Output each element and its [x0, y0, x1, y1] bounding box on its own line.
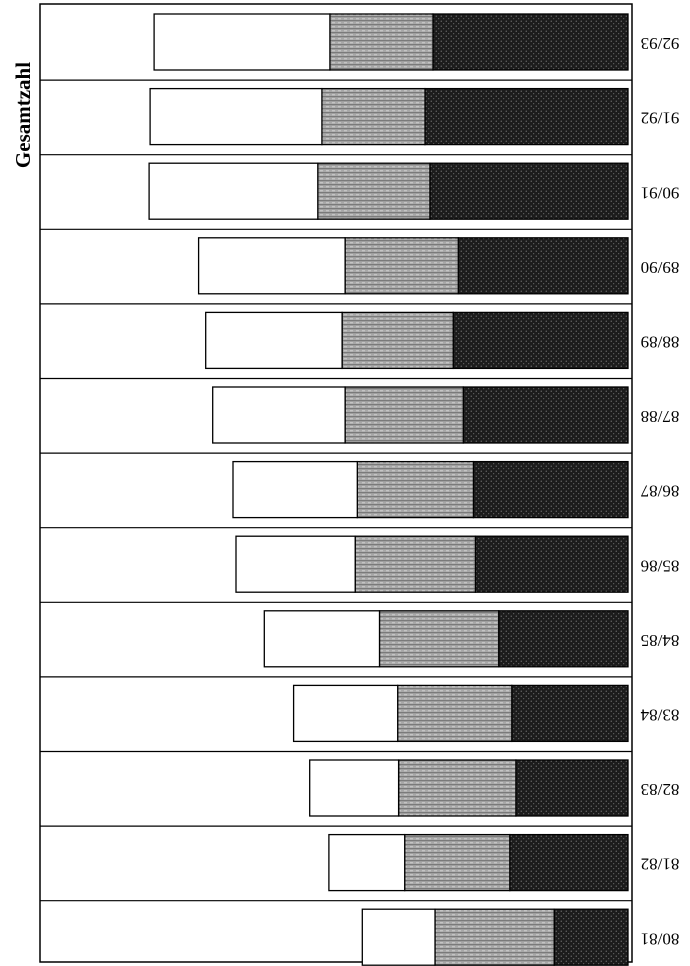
- bar-segment-striped: [354, 535, 477, 593]
- bar-segment-striped: [344, 386, 464, 444]
- bar-segment-striped: [329, 13, 434, 71]
- category-label: 80/81: [641, 929, 680, 948]
- category-label: 82/83: [641, 780, 680, 799]
- category-label: 81/82: [641, 855, 680, 874]
- bar-segment-striped: [434, 908, 555, 966]
- bar-segment-dotted: [462, 386, 629, 444]
- bar-segment-white: [232, 460, 358, 519]
- bar-segment-white: [263, 610, 381, 668]
- bar-segment-dotted: [472, 460, 629, 519]
- bar-segment-dotted: [424, 87, 629, 146]
- category-label: 86/87: [640, 482, 679, 501]
- bar-segment-striped: [341, 311, 454, 370]
- category-label: 89/90: [641, 258, 680, 277]
- bar-segment-white: [197, 237, 346, 295]
- bar-segment-white: [328, 833, 406, 892]
- category-label: 92/93: [641, 34, 680, 53]
- bar-segment-dotted: [515, 759, 629, 817]
- category-label: 88/89: [641, 332, 680, 351]
- bar-segment-dotted: [553, 908, 629, 966]
- bar-segment-striped: [321, 87, 426, 146]
- bar-segment-dotted: [474, 535, 629, 593]
- bar-segment-dotted: [429, 162, 629, 220]
- bar-segment-dotted: [509, 833, 629, 892]
- bar-segment-white: [292, 684, 399, 743]
- bar-segment-dotted: [511, 684, 629, 743]
- bar-segment-dotted: [452, 311, 629, 370]
- bar-segment-striped: [317, 162, 431, 220]
- bar-segment-white: [205, 311, 343, 370]
- category-label: 84/85: [641, 631, 680, 650]
- bar-segment-striped: [396, 684, 513, 743]
- bar-segment-dotted: [457, 237, 629, 295]
- bar-segment-striped: [398, 759, 517, 817]
- bar-segment-white: [149, 87, 323, 146]
- bar-segment-striped: [344, 237, 459, 295]
- bar-segment-white: [212, 386, 346, 444]
- category-label: 87/88: [641, 407, 680, 426]
- bar-segment-striped: [356, 460, 475, 519]
- bar-segment-dotted: [498, 610, 629, 668]
- category-label: 85/86: [641, 556, 680, 575]
- bar-segment-striped: [378, 610, 500, 668]
- chart-title: Gesamtzahl: [11, 62, 35, 168]
- bar-segment-white: [309, 759, 400, 817]
- category-label: 91/92: [641, 109, 680, 128]
- category-label: 90/91: [641, 183, 680, 202]
- bar-segment-white: [148, 162, 319, 220]
- bar-segment-white: [361, 908, 436, 966]
- chart-frame: [39, 3, 633, 963]
- bar-segment-white: [235, 535, 356, 593]
- bar-segment-dotted: [432, 13, 629, 71]
- bar-segment-striped: [404, 833, 511, 892]
- category-label: 83/84: [640, 705, 679, 724]
- bar-segment-white: [153, 13, 331, 71]
